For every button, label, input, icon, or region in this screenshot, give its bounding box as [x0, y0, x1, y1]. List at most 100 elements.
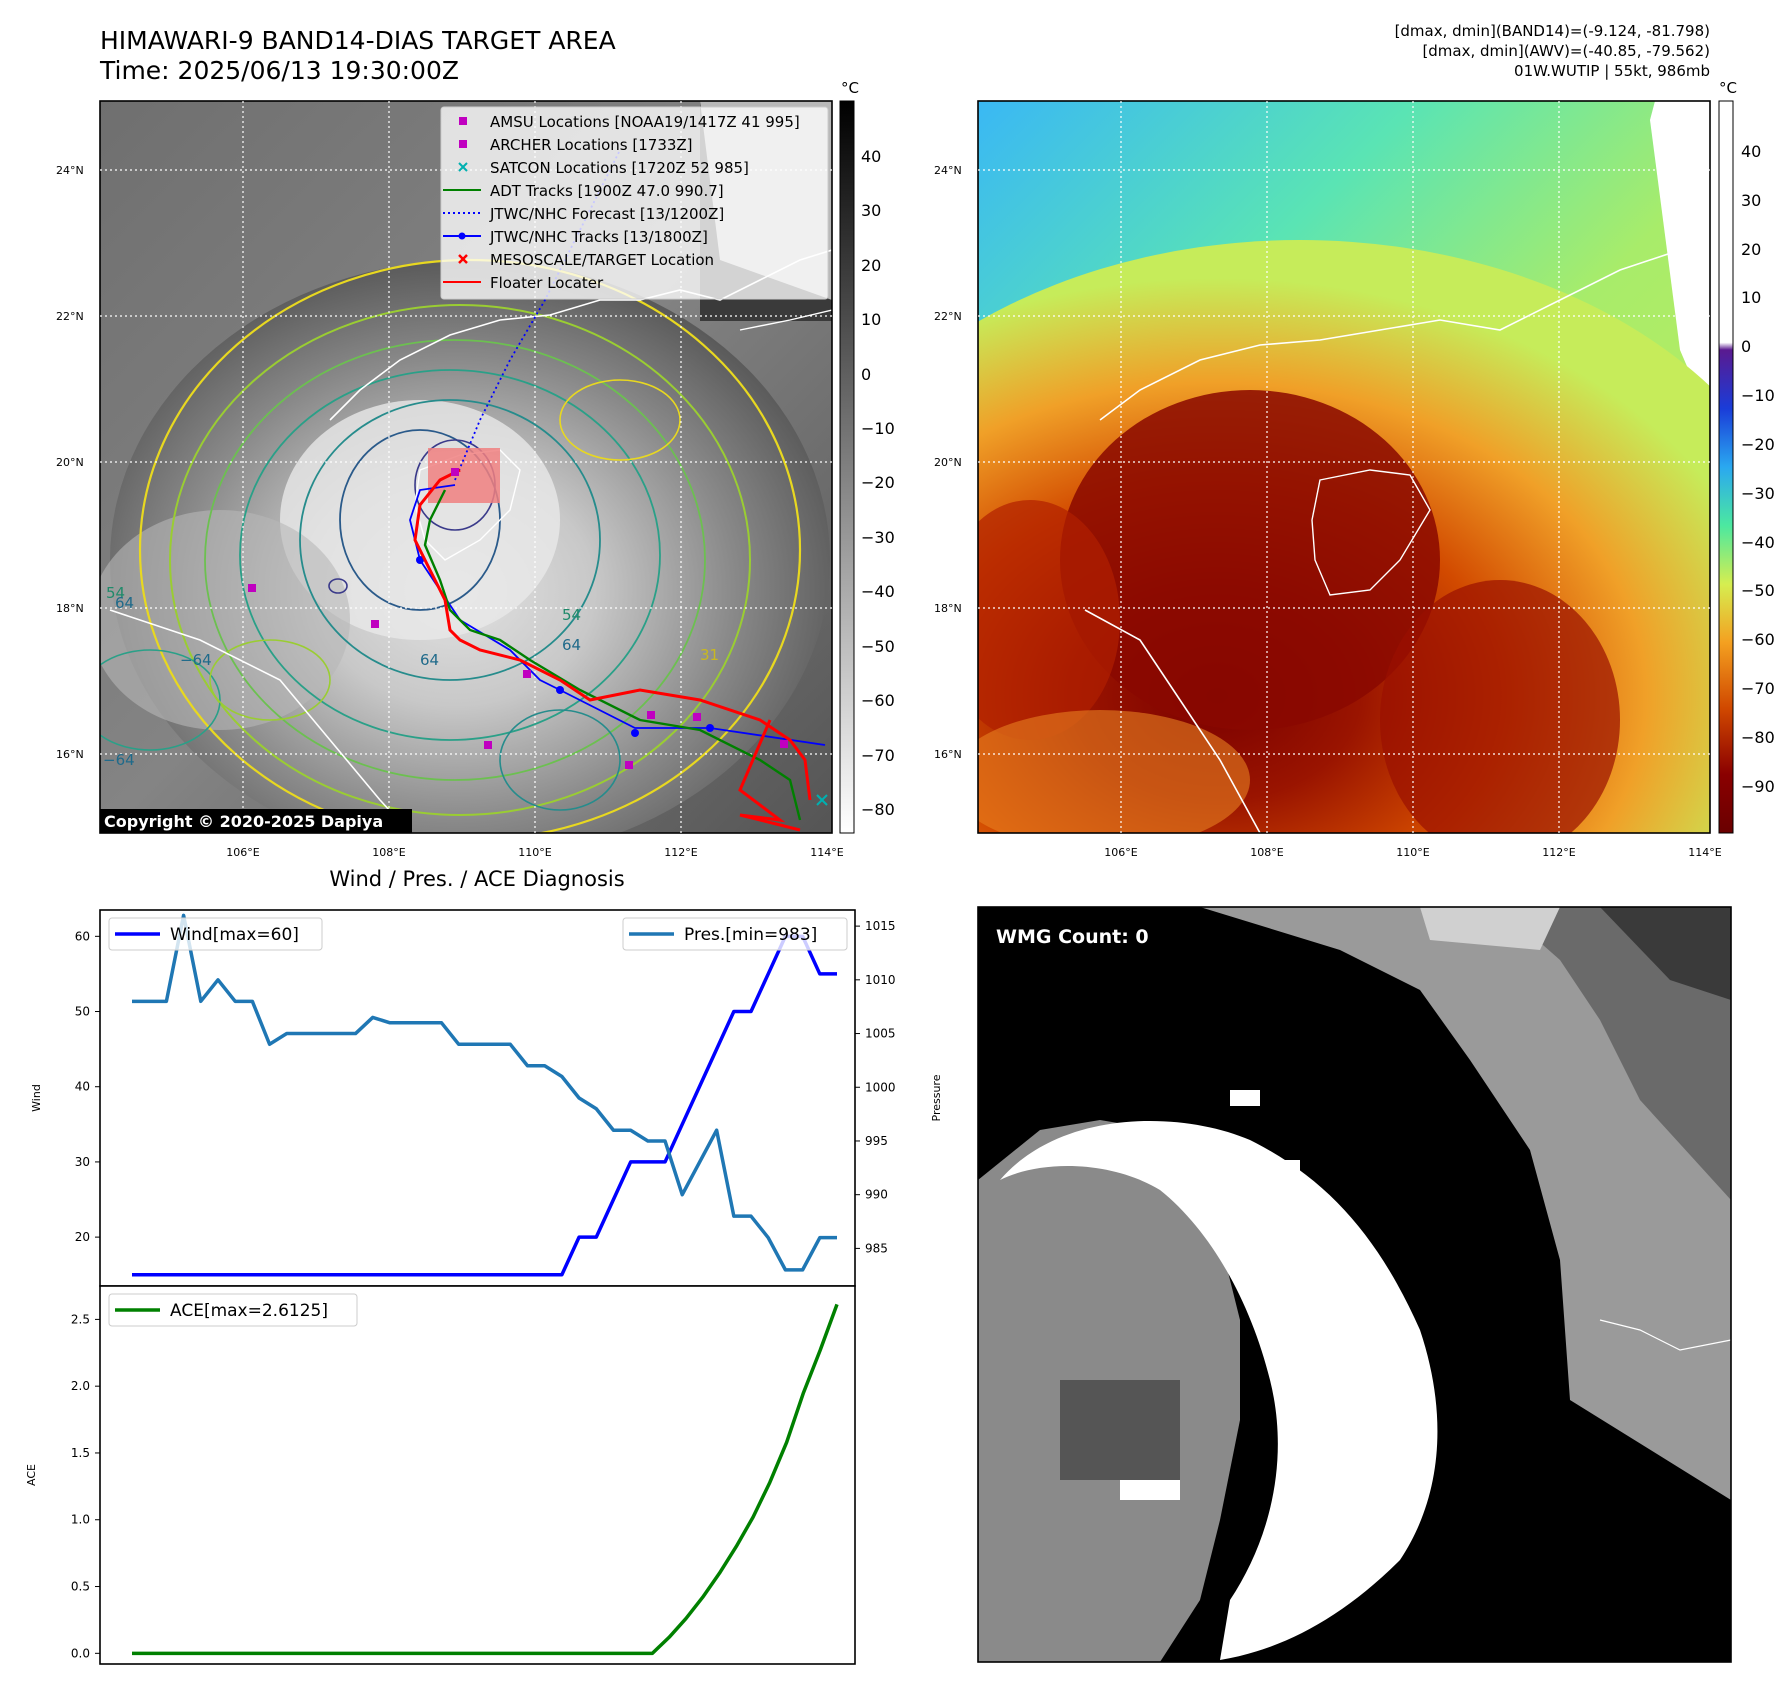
legend-satcon-marker	[458, 162, 468, 172]
wind-tick-label: 60	[75, 929, 90, 943]
ace-ticks: 2.5 2.0 1.5 1.0 0.5 0.0	[71, 1312, 100, 1660]
legend-adt: ADT Tracks [1900Z 47.0 990.7]	[490, 182, 724, 200]
wmg-imagery	[978, 907, 1732, 1662]
wind-tick-label: 50	[75, 1005, 90, 1019]
gray-colorbar-unit: °C	[841, 79, 859, 97]
ace-tick-label: 1.0	[71, 1513, 90, 1527]
svg-text:10: 10	[861, 310, 881, 329]
svg-text:24°N: 24°N	[56, 164, 84, 177]
legend-target-marker	[458, 254, 468, 264]
satcon-markers	[816, 794, 828, 806]
svg-text:−30: −30	[861, 528, 895, 547]
ir-map-frame	[99, 100, 833, 834]
figure-time: Time: 2025/06/13 19:30:00Z	[100, 56, 459, 85]
svg-text:−10: −10	[1741, 386, 1775, 405]
svg-text:−20: −20	[1741, 435, 1775, 454]
pres-ylabel: Pressure	[930, 1074, 943, 1121]
wind-series-line	[132, 934, 837, 1277]
copyright-text: Copyright © 2020-2025 Dapiya	[104, 812, 383, 831]
wmg-count-label: WMG Count: 0	[996, 926, 1149, 948]
jtwc-forecast-line	[454, 149, 621, 481]
svg-text:40: 40	[1741, 142, 1761, 161]
svg-text:18°N: 18°N	[934, 602, 962, 615]
svg-text:−80: −80	[1741, 728, 1775, 747]
contour-labels: 54 64 64 54 64 −64 −64 31	[103, 584, 719, 769]
svg-text:20: 20	[861, 256, 881, 275]
wind-ylabel: Wind	[30, 1084, 43, 1112]
legend-archer-marker	[459, 140, 467, 148]
pres-legend: Pres.[min=983]	[622, 917, 848, 951]
svg-text:−40: −40	[1741, 533, 1775, 552]
svg-text:106°E: 106°E	[1104, 846, 1137, 859]
svg-text:64: 64	[562, 636, 581, 654]
svg-text:112°E: 112°E	[664, 846, 697, 859]
svg-text:−30: −30	[1741, 484, 1775, 503]
svg-text:106°E: 106°E	[226, 846, 259, 859]
pres-tick-label: 990	[865, 1188, 888, 1202]
ace-frame	[99, 1285, 856, 1665]
wind-legend: Wind[max=60]	[108, 917, 323, 951]
svg-text:ACE[max=2.6125]: ACE[max=2.6125]	[170, 1301, 328, 1321]
pres-tick-label: 1010	[865, 973, 896, 987]
svg-text:114°E: 114°E	[1688, 846, 1721, 859]
svg-text:114°E: 114°E	[810, 846, 843, 859]
ir-tracks	[248, 149, 828, 832]
figure-title: HIMAWARI-9 BAND14-DIAS TARGET AREA	[100, 26, 616, 55]
svg-text:−40: −40	[861, 582, 895, 601]
svg-text:110°E: 110°E	[518, 846, 551, 859]
awv-gridlines	[978, 101, 1710, 833]
svg-text:18°N: 18°N	[56, 602, 84, 615]
diag-title: Wind / Pres. / ACE Diagnosis	[329, 867, 624, 891]
svg-text:Pres.[min=983]: Pres.[min=983]	[684, 925, 817, 945]
svg-text:22°N: 22°N	[934, 310, 962, 323]
svg-text:112°E: 112°E	[1542, 846, 1575, 859]
svg-text:110°E: 110°E	[1396, 846, 1429, 859]
pressure-series-line	[132, 913, 837, 1272]
svg-text:54: 54	[562, 606, 581, 624]
legend-archer: ARCHER Locations [1733Z]	[490, 136, 693, 154]
wind-ticks: 60 50 40 30 20	[75, 929, 100, 1244]
awv-lat-ticks: 24°N 22°N 20°N 18°N 16°N	[934, 164, 962, 761]
ace-series-line	[132, 1303, 839, 1656]
ace-tick-label: 0.5	[71, 1580, 90, 1594]
legend-tracks: JTWC/NHC Tracks [13/1800Z]	[489, 228, 708, 246]
gray-colorbar	[839, 100, 855, 834]
wind-tick-label: 30	[75, 1155, 90, 1169]
wind-tick-label: 40	[75, 1080, 90, 1094]
svg-text:10: 10	[1741, 288, 1761, 307]
awv-colorbar	[1718, 100, 1734, 834]
pres-tick-label: 985	[865, 1241, 888, 1255]
awv-imagery	[978, 101, 1710, 833]
svg-text:−90: −90	[1741, 777, 1775, 796]
svg-text:−60: −60	[1741, 630, 1775, 649]
svg-text:64: 64	[420, 651, 439, 669]
ir-lon-ticks: 106°E 108°E 110°E 112°E 114°E	[226, 846, 843, 859]
info-storm: 01W.WUTIP | 55kt, 986mb	[1514, 62, 1710, 80]
awv-lon-ticks: 106°E 108°E 110°E 112°E 114°E	[1104, 846, 1721, 859]
pres-tick-label: 1000	[865, 1080, 896, 1094]
svg-text:20: 20	[1741, 240, 1761, 259]
svg-text:Wind[max=60]: Wind[max=60]	[170, 925, 299, 945]
svg-text:−64: −64	[103, 751, 135, 769]
svg-text:−70: −70	[1741, 679, 1775, 698]
svg-text:30: 30	[1741, 191, 1761, 210]
svg-text:16°N: 16°N	[56, 748, 84, 761]
ace-legend: ACE[max=2.6125]	[108, 1293, 358, 1327]
svg-text:−50: −50	[1741, 581, 1775, 600]
ace-ylabel: ACE	[25, 1464, 38, 1486]
legend-amsu-marker	[459, 117, 467, 125]
copyright-box	[100, 809, 412, 833]
floater-track-line	[413, 468, 812, 801]
ace-tick-label: 1.5	[71, 1446, 90, 1460]
svg-text:0: 0	[1741, 337, 1751, 356]
awv-colorbar-unit: °C	[1719, 79, 1737, 97]
svg-text:24°N: 24°N	[934, 164, 962, 177]
svg-text:40: 40	[861, 147, 881, 166]
svg-text:0: 0	[861, 365, 871, 384]
legend-satcon: SATCON Locations [1720Z 52 985]	[490, 159, 749, 177]
wind-tick-label: 20	[75, 1230, 90, 1244]
svg-text:108°E: 108°E	[1250, 846, 1283, 859]
svg-text:108°E: 108°E	[372, 846, 405, 859]
awv-colorbar-ticks: 40 30 20 10 0 −10 −20 −30 −40 −50 −60 −7…	[1741, 142, 1775, 796]
